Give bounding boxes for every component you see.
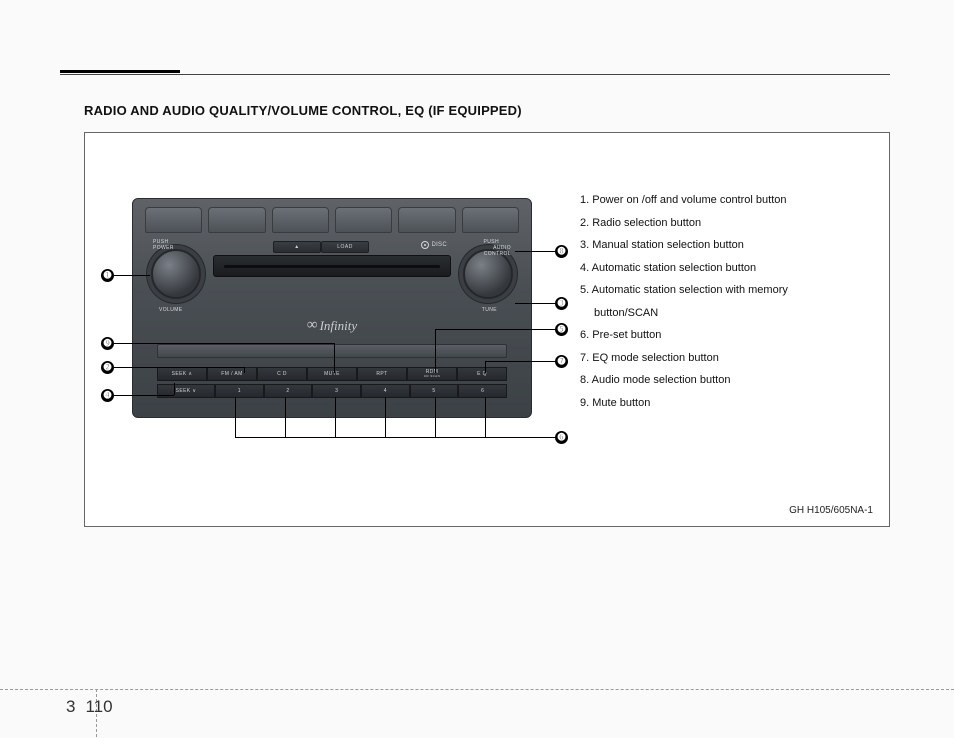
lead-5v <box>435 329 436 373</box>
legend-item: 6. Pre-set button <box>580 324 870 347</box>
lead-4v <box>174 383 175 395</box>
display-strip <box>157 344 507 358</box>
preset-5-button: 5 <box>410 384 459 398</box>
callout-3: ➌ <box>555 297 568 310</box>
tune-label: TUNE <box>482 307 497 313</box>
rpt-button: RPT <box>357 367 407 381</box>
lead-2 <box>114 367 244 368</box>
callout-2: ➋ <box>101 361 114 374</box>
lead-6v2 <box>285 397 286 437</box>
legend-item: 3. Manual station selection button <box>580 234 870 257</box>
legend-item: 4. Automatic station selection button <box>580 257 870 280</box>
lead-3 <box>515 303 555 304</box>
preset-2-button: 2 <box>264 384 313 398</box>
power-label: POWER <box>153 245 174 251</box>
legend-item: 7. EQ mode selection button <box>580 347 870 370</box>
callout-1: ➊ <box>101 269 114 282</box>
lead-6v4 <box>385 397 386 437</box>
cd-icon <box>421 241 429 249</box>
page-no: 110 <box>85 697 112 716</box>
control-label: CONTROL <box>484 251 511 257</box>
legend-item: 1. Power on /off and volume control butt… <box>580 189 870 212</box>
lead-5 <box>435 329 555 330</box>
lead-6v6 <box>485 397 486 437</box>
volume-label: VOLUME <box>159 307 183 313</box>
top-button <box>335 207 392 233</box>
page-number: 3 110 <box>66 697 113 717</box>
legend-item: 5. Automatic station selection with memo… <box>580 279 870 302</box>
lead-2v <box>244 367 245 373</box>
preset-4-button: 4 <box>361 384 410 398</box>
slot-slit <box>224 265 440 268</box>
lead-6v3 <box>335 397 336 437</box>
infinity-icon: ∞ <box>307 317 318 334</box>
top-button <box>398 207 455 233</box>
button-row-1: SEEK ∧ FM / AM C D MUTE RPT RDM CD SCAN … <box>157 367 507 381</box>
callout-9: ➒ <box>101 337 114 350</box>
section-number: 3 <box>66 697 75 716</box>
top-button <box>145 207 202 233</box>
cdscan-label: CD SCAN <box>424 375 440 378</box>
legend-item: 2. Radio selection button <box>580 212 870 235</box>
figure-code: GH H105/605NA-1 <box>789 505 873 516</box>
eject-load-buttons: ▲ LOAD <box>273 241 369 253</box>
lead-6v1 <box>235 397 236 437</box>
seek-up-button: SEEK ∧ <box>157 367 207 381</box>
mute-button: MUTE <box>307 367 357 381</box>
lead-8 <box>515 251 555 252</box>
radio-head-unit: ▲ LOAD DISC PUSH POWER VOLUME PUSH AUDIO… <box>132 198 532 418</box>
lead-7v <box>485 361 486 373</box>
volume-knob <box>151 249 201 299</box>
compact-disc-logo: DISC <box>421 241 447 249</box>
lead-7 <box>485 361 555 362</box>
eject-button: ▲ <box>273 241 321 253</box>
brand-text: Infinity <box>320 318 358 334</box>
top-button-row <box>145 207 519 233</box>
eq-button: E Q <box>457 367 507 381</box>
cd-button: C D <box>257 367 307 381</box>
callout-4: ➍ <box>101 389 114 402</box>
top-button <box>208 207 265 233</box>
page-content: RADIO AND AUDIO QUALITY/VOLUME CONTROL, … <box>60 70 890 527</box>
top-button <box>462 207 519 233</box>
preset-6-button: 6 <box>458 384 507 398</box>
preset-1-button: 1 <box>215 384 264 398</box>
header-rule-bold <box>60 70 180 73</box>
lead-9v <box>334 343 335 373</box>
legend-item: 8. Audio mode selection button <box>580 369 870 392</box>
fm-am-button: FM / AM <box>207 367 257 381</box>
button-row-2: SEEK ∨ 1 2 3 4 5 6 <box>157 384 507 398</box>
preset-3-button: 3 <box>312 384 361 398</box>
callout-8: ➑ <box>555 245 568 258</box>
disc-label: DISC <box>431 242 447 248</box>
top-button <box>272 207 329 233</box>
legend-item: 9. Mute button <box>580 392 870 415</box>
section-title: RADIO AND AUDIO QUALITY/VOLUME CONTROL, … <box>84 103 890 118</box>
figure-panel: ▲ LOAD DISC PUSH POWER VOLUME PUSH AUDIO… <box>84 132 890 527</box>
load-button: LOAD <box>321 241 369 253</box>
lead-6v5 <box>435 397 436 437</box>
lead-6 <box>235 437 555 438</box>
callout-6: ➏ <box>555 431 568 444</box>
callout-5: ➎ <box>555 323 568 336</box>
legend-list: 1. Power on /off and volume control butt… <box>580 189 870 414</box>
header-rule <box>60 74 890 75</box>
brand-logo: ∞ Infinity <box>307 317 357 334</box>
rdm-scan-button: RDM CD SCAN <box>407 367 457 381</box>
legend-item-cont: button/SCAN <box>580 302 870 325</box>
crop-mark-h <box>0 689 954 690</box>
lead-4 <box>114 395 174 396</box>
lead-1 <box>114 275 150 276</box>
callout-7: ➐ <box>555 355 568 368</box>
cd-slot <box>213 255 451 277</box>
lead-9 <box>114 343 334 344</box>
page-footer: 3110 <box>0 689 954 690</box>
